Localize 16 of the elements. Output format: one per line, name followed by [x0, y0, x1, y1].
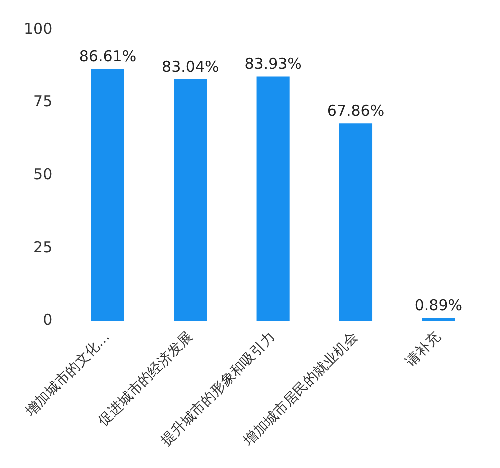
bar — [91, 68, 124, 322]
data-label: 67.86% — [327, 102, 385, 120]
data-label: 0.89% — [414, 296, 462, 315]
bar — [174, 79, 208, 322]
data-label: 86.61% — [79, 47, 137, 66]
y-tick-label: 50 — [34, 166, 53, 184]
y-tick-label: 75 — [34, 92, 53, 111]
y-tick-label: 0 — [43, 311, 53, 330]
bar — [256, 76, 290, 322]
data-label: 83.04% — [162, 58, 220, 76]
y-tick-label: 100 — [24, 20, 53, 38]
bar — [339, 124, 373, 322]
data-label: 83.93% — [244, 55, 302, 74]
y-tick-label: 25 — [34, 238, 53, 256]
x-tick-label: 请补充 — [403, 329, 444, 370]
bar — [422, 318, 456, 322]
